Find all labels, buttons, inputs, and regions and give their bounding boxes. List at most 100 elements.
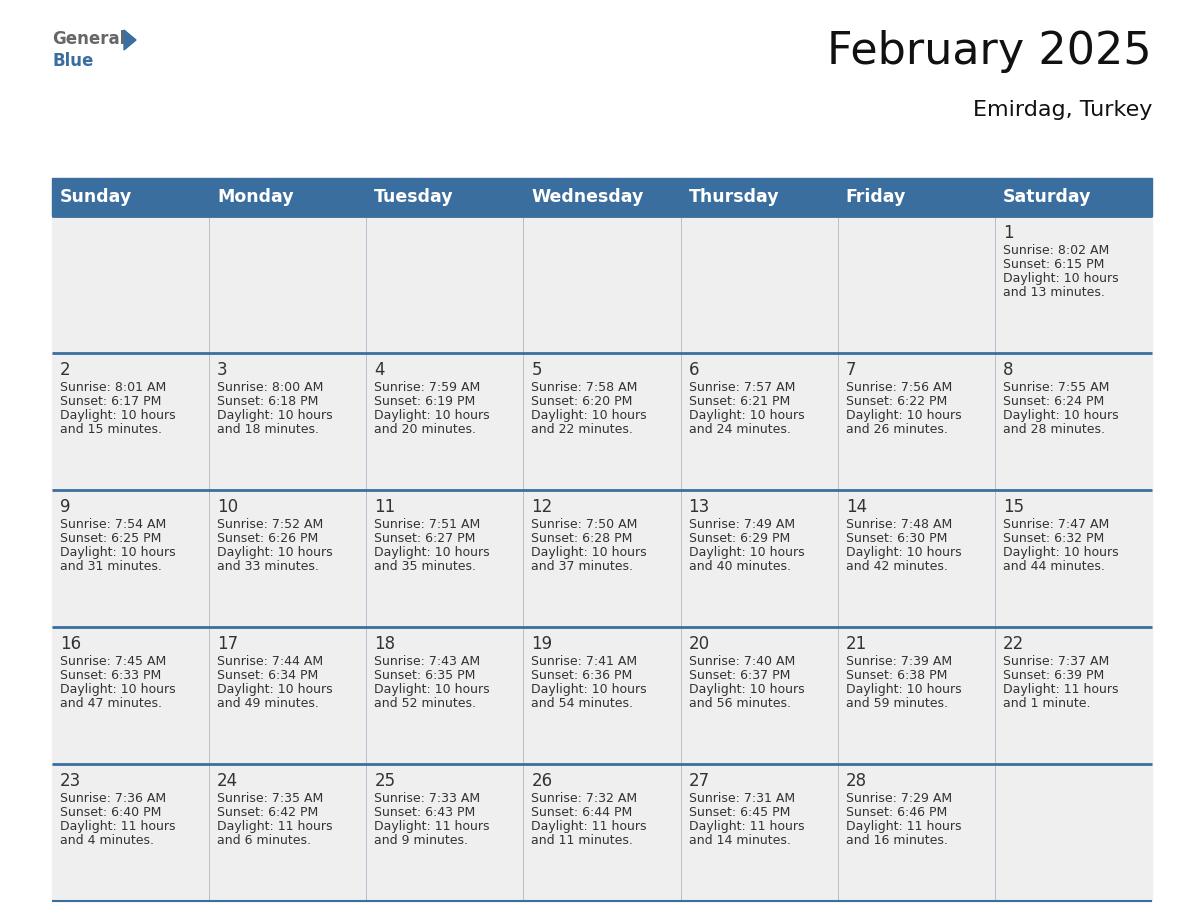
Text: Sunset: 6:32 PM: Sunset: 6:32 PM <box>1003 532 1104 545</box>
Text: Daylight: 11 hours: Daylight: 11 hours <box>1003 683 1118 696</box>
Text: Daylight: 10 hours: Daylight: 10 hours <box>217 409 333 422</box>
Text: Sunrise: 7:36 AM: Sunrise: 7:36 AM <box>61 792 166 805</box>
Text: 27: 27 <box>689 772 709 790</box>
Text: 26: 26 <box>531 772 552 790</box>
Text: and 16 minutes.: and 16 minutes. <box>846 834 948 847</box>
Text: Sunrise: 8:00 AM: Sunrise: 8:00 AM <box>217 381 323 394</box>
Text: Daylight: 10 hours: Daylight: 10 hours <box>1003 272 1118 285</box>
Text: and 24 minutes.: and 24 minutes. <box>689 423 790 436</box>
Text: Sunrise: 7:48 AM: Sunrise: 7:48 AM <box>846 518 952 531</box>
Text: Sunset: 6:37 PM: Sunset: 6:37 PM <box>689 669 790 682</box>
Text: Daylight: 10 hours: Daylight: 10 hours <box>531 683 647 696</box>
Text: 1: 1 <box>1003 224 1013 242</box>
Text: Sunset: 6:35 PM: Sunset: 6:35 PM <box>374 669 475 682</box>
Text: Daylight: 10 hours: Daylight: 10 hours <box>689 683 804 696</box>
Text: 2: 2 <box>61 361 70 379</box>
Text: and 47 minutes.: and 47 minutes. <box>61 697 162 710</box>
Text: Sunset: 6:36 PM: Sunset: 6:36 PM <box>531 669 633 682</box>
Text: Sunday: Sunday <box>61 188 132 206</box>
Text: and 31 minutes.: and 31 minutes. <box>61 560 162 573</box>
Text: Monday: Monday <box>217 188 293 206</box>
Text: Blue: Blue <box>52 52 94 70</box>
Text: Sunset: 6:18 PM: Sunset: 6:18 PM <box>217 395 318 408</box>
Text: 5: 5 <box>531 361 542 379</box>
Bar <box>52 178 1152 216</box>
Text: Daylight: 10 hours: Daylight: 10 hours <box>846 683 961 696</box>
Text: 10: 10 <box>217 498 239 516</box>
Text: Daylight: 10 hours: Daylight: 10 hours <box>374 683 489 696</box>
Text: Daylight: 10 hours: Daylight: 10 hours <box>689 546 804 559</box>
Text: Sunrise: 7:29 AM: Sunrise: 7:29 AM <box>846 792 952 805</box>
Text: 12: 12 <box>531 498 552 516</box>
Text: Sunset: 6:25 PM: Sunset: 6:25 PM <box>61 532 162 545</box>
Text: Daylight: 11 hours: Daylight: 11 hours <box>61 820 176 833</box>
Text: 9: 9 <box>61 498 70 516</box>
Text: 11: 11 <box>374 498 396 516</box>
Text: 16: 16 <box>61 635 81 653</box>
Text: and 28 minutes.: and 28 minutes. <box>1003 423 1105 436</box>
Text: and 26 minutes.: and 26 minutes. <box>846 423 948 436</box>
Text: 22: 22 <box>1003 635 1024 653</box>
Text: General: General <box>52 30 125 48</box>
Text: 15: 15 <box>1003 498 1024 516</box>
Text: 7: 7 <box>846 361 857 379</box>
Text: Sunrise: 7:59 AM: Sunrise: 7:59 AM <box>374 381 480 394</box>
Text: Sunset: 6:34 PM: Sunset: 6:34 PM <box>217 669 318 682</box>
Text: Sunrise: 7:50 AM: Sunrise: 7:50 AM <box>531 518 638 531</box>
Text: 25: 25 <box>374 772 396 790</box>
Text: Sunset: 6:43 PM: Sunset: 6:43 PM <box>374 806 475 819</box>
Text: 18: 18 <box>374 635 396 653</box>
Text: Sunset: 6:42 PM: Sunset: 6:42 PM <box>217 806 318 819</box>
Text: Sunset: 6:26 PM: Sunset: 6:26 PM <box>217 532 318 545</box>
Text: Daylight: 10 hours: Daylight: 10 hours <box>217 683 333 696</box>
Text: Sunrise: 7:40 AM: Sunrise: 7:40 AM <box>689 655 795 668</box>
Polygon shape <box>124 30 135 50</box>
Text: Daylight: 10 hours: Daylight: 10 hours <box>61 409 176 422</box>
Text: Daylight: 11 hours: Daylight: 11 hours <box>374 820 489 833</box>
Text: Sunrise: 7:39 AM: Sunrise: 7:39 AM <box>846 655 952 668</box>
Text: 8: 8 <box>1003 361 1013 379</box>
Text: 19: 19 <box>531 635 552 653</box>
Bar <box>52 627 1152 764</box>
Text: Daylight: 10 hours: Daylight: 10 hours <box>374 409 489 422</box>
Text: and 56 minutes.: and 56 minutes. <box>689 697 790 710</box>
Text: Daylight: 10 hours: Daylight: 10 hours <box>61 683 176 696</box>
Text: 17: 17 <box>217 635 239 653</box>
Text: and 37 minutes.: and 37 minutes. <box>531 560 633 573</box>
Text: Daylight: 10 hours: Daylight: 10 hours <box>374 546 489 559</box>
Text: and 9 minutes.: and 9 minutes. <box>374 834 468 847</box>
Text: Sunset: 6:15 PM: Sunset: 6:15 PM <box>1003 258 1104 271</box>
Text: and 44 minutes.: and 44 minutes. <box>1003 560 1105 573</box>
Text: 13: 13 <box>689 498 709 516</box>
Text: Sunset: 6:27 PM: Sunset: 6:27 PM <box>374 532 475 545</box>
Text: Sunrise: 7:35 AM: Sunrise: 7:35 AM <box>217 792 323 805</box>
Text: and 20 minutes.: and 20 minutes. <box>374 423 476 436</box>
Text: and 1 minute.: and 1 minute. <box>1003 697 1091 710</box>
Text: Sunrise: 7:56 AM: Sunrise: 7:56 AM <box>846 381 952 394</box>
Bar <box>52 353 1152 490</box>
Text: and 13 minutes.: and 13 minutes. <box>1003 286 1105 299</box>
Text: Daylight: 10 hours: Daylight: 10 hours <box>61 546 176 559</box>
Text: Sunrise: 7:41 AM: Sunrise: 7:41 AM <box>531 655 638 668</box>
Text: Tuesday: Tuesday <box>374 188 454 206</box>
Text: Daylight: 11 hours: Daylight: 11 hours <box>217 820 333 833</box>
Text: and 6 minutes.: and 6 minutes. <box>217 834 311 847</box>
Text: Sunset: 6:39 PM: Sunset: 6:39 PM <box>1003 669 1104 682</box>
Text: and 4 minutes.: and 4 minutes. <box>61 834 154 847</box>
Text: Sunrise: 7:32 AM: Sunrise: 7:32 AM <box>531 792 638 805</box>
Text: Sunrise: 7:57 AM: Sunrise: 7:57 AM <box>689 381 795 394</box>
Text: 14: 14 <box>846 498 867 516</box>
Bar <box>52 764 1152 901</box>
Text: Sunset: 6:46 PM: Sunset: 6:46 PM <box>846 806 947 819</box>
Text: Daylight: 10 hours: Daylight: 10 hours <box>689 409 804 422</box>
Text: Sunset: 6:22 PM: Sunset: 6:22 PM <box>846 395 947 408</box>
Text: Daylight: 10 hours: Daylight: 10 hours <box>846 409 961 422</box>
Bar <box>52 216 1152 353</box>
Text: Sunset: 6:21 PM: Sunset: 6:21 PM <box>689 395 790 408</box>
Text: Daylight: 10 hours: Daylight: 10 hours <box>1003 409 1118 422</box>
Text: Sunrise: 7:37 AM: Sunrise: 7:37 AM <box>1003 655 1110 668</box>
Text: Sunrise: 7:45 AM: Sunrise: 7:45 AM <box>61 655 166 668</box>
Text: and 49 minutes.: and 49 minutes. <box>217 697 320 710</box>
Text: Daylight: 10 hours: Daylight: 10 hours <box>531 409 647 422</box>
Text: Sunrise: 7:49 AM: Sunrise: 7:49 AM <box>689 518 795 531</box>
